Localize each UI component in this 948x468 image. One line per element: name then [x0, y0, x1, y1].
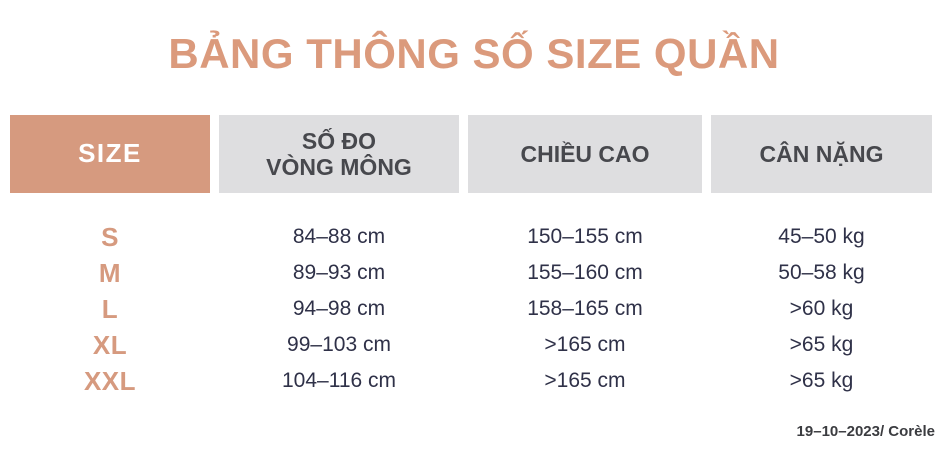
header-cell-weight: CÂN NẶNG — [711, 115, 932, 193]
row-xxl-hip: 104–116 cm — [281, 369, 397, 392]
header-cell-height: CHIỀU CAO — [468, 115, 702, 193]
row-m-size: M — [98, 257, 122, 288]
row-xxl-height: >165 cm — [544, 369, 626, 392]
row-s-size: S — [101, 221, 119, 252]
row-s-weight: 45–50 kg — [778, 225, 865, 248]
row-xxl-size: XXL — [83, 365, 137, 396]
header-cell-size: SIZE — [10, 115, 210, 193]
header-label-hip: SỐ ĐO VÒNG MÔNG — [266, 127, 412, 180]
row-l-height: 158–165 cm — [527, 297, 643, 320]
row-l-weight: >60 kg — [789, 297, 854, 320]
row-l-size: L — [101, 293, 119, 324]
header-cell-hip: SỐ ĐO VÒNG MÔNG — [219, 115, 459, 193]
row-m-hip: 89–93 cm — [292, 261, 386, 284]
table-body: S 84–88 cm 150–155 cm 45–50 kg M 89–93 c… — [10, 219, 932, 399]
header-label-weight: CÂN NẶNG — [759, 140, 884, 167]
row-xl-hip: 99–103 cm — [287, 333, 391, 356]
row-xl-size: XL — [92, 329, 128, 360]
page-title: BẢNG THÔNG SỐ SIZE QUẦN — [168, 30, 780, 77]
footer-note: 19–10–2023/ Corèle — [796, 423, 935, 440]
row-xl-height: >165 cm — [544, 333, 626, 356]
row-s-hip: 84–88 cm — [292, 225, 386, 248]
row-s-height: 150–155 cm — [527, 225, 643, 248]
table-header-row: SIZE SỐ ĐO VÒNG MÔNG CHIỀU CAO CÂN NẶNG — [10, 115, 932, 193]
row-l-hip: 94–98 cm — [292, 297, 386, 320]
row-m-height: 155–160 cm — [527, 261, 643, 284]
row-xl-weight: >65 kg — [789, 333, 854, 356]
row-xxl-weight: >65 kg — [789, 369, 854, 392]
row-m-weight: 50–58 kg — [778, 261, 865, 284]
header-label-size: SIZE — [78, 138, 142, 169]
header-label-height: CHIỀU CAO — [520, 140, 650, 167]
